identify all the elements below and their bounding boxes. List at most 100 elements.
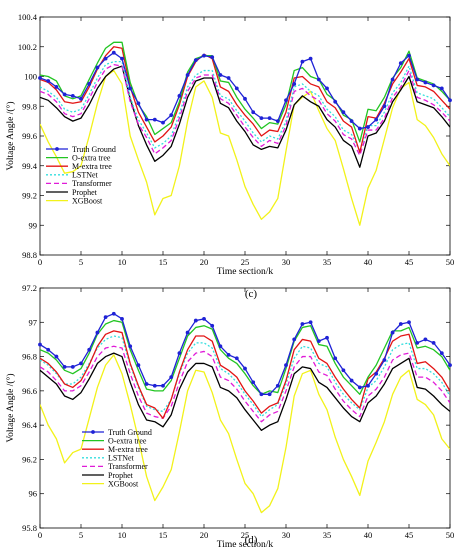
data-point (382, 104, 387, 109)
x-tick-label: 15 (159, 530, 168, 540)
data-point (300, 322, 305, 326)
y-tick-label: 96.6 (22, 386, 37, 396)
series-line-m-extra-tree (40, 46, 450, 154)
data-point (177, 351, 182, 356)
legend-label: M-extra tree (72, 162, 112, 171)
legend-label: Truth Ground (108, 428, 152, 437)
x-tick-label: 0 (38, 257, 42, 267)
x-tick-label: 10 (118, 530, 127, 540)
y-tick-label: 96.8 (22, 352, 37, 362)
x-tick-label: 30 (282, 530, 291, 540)
data-point (382, 358, 387, 362)
data-point (136, 363, 141, 368)
data-point (46, 347, 51, 352)
y-tick-label: 96.4 (22, 420, 38, 430)
data-point (423, 337, 428, 342)
data-point (448, 98, 452, 103)
data-point (341, 368, 346, 373)
data-point (390, 330, 395, 335)
data-point (95, 330, 100, 335)
data-point (415, 340, 420, 345)
series-line-xgboost (40, 354, 450, 514)
x-axis-label: Time section/k (217, 267, 274, 277)
legend-label: XGBoost (72, 196, 103, 205)
y-tick-label: 97.2 (22, 283, 37, 293)
data-point (144, 382, 149, 386)
data-point (177, 93, 182, 98)
series-line-prophet (40, 65, 450, 168)
data-point (366, 125, 370, 129)
x-tick-label: 0 (38, 530, 42, 540)
data-point (308, 56, 313, 61)
data-point (374, 371, 379, 376)
data-point (275, 119, 280, 124)
legend-label: Prophet (108, 471, 134, 480)
y-tick-label: 95.8 (22, 523, 37, 533)
data-point (251, 380, 256, 385)
series-line-lstnet (40, 335, 450, 418)
panel-caption: (d) (245, 534, 258, 546)
data-point (423, 80, 428, 85)
data-point (161, 120, 165, 125)
data-point (243, 96, 247, 101)
data-point (79, 361, 83, 366)
data-point (226, 352, 231, 357)
data-point (341, 110, 346, 115)
data-point (415, 77, 420, 82)
y-tick-label: 99.8 (22, 101, 37, 111)
legend-marker (55, 147, 59, 151)
data-point (366, 383, 370, 388)
data-point (316, 339, 321, 344)
x-tick-label: 30 (282, 257, 291, 267)
data-point (128, 344, 133, 349)
data-point (390, 77, 395, 82)
x-tick-label: 45 (405, 530, 414, 540)
series-line-prophet (40, 352, 450, 431)
data-point (120, 56, 124, 61)
chart-panel-c: 0 5 10 15 20 25 30 35 40 45 50 98.8 99 99.2 99.4 99.6 99… (5, 12, 454, 300)
x-tick-label: 40 (364, 530, 373, 540)
legend-label: Transformer (72, 179, 112, 188)
series-line-m-extra-tree (40, 330, 450, 419)
data-point (234, 356, 239, 361)
x-tick-label: 50 (446, 530, 455, 540)
data-point (38, 76, 42, 80)
x-tick-label: 25 (241, 530, 250, 540)
x-tick-label: 20 (200, 257, 209, 267)
data-point (431, 340, 436, 345)
data-point (259, 116, 264, 121)
series-line-o-extra-tree (40, 319, 450, 395)
y-axis-label: Voltage Angle /(°) (5, 373, 16, 442)
data-point (374, 117, 379, 122)
y-tick-label: 96.2 (22, 454, 37, 464)
x-tick-label: 35 (323, 530, 332, 540)
data-point (169, 375, 174, 380)
legend-label: O-extra tree (72, 153, 111, 162)
legend-label: LSTNet (108, 454, 135, 463)
data-point (193, 318, 198, 323)
data-point (439, 351, 444, 356)
data-point (38, 342, 42, 347)
y-tick-label: 99.6 (22, 131, 37, 141)
data-point (54, 85, 59, 89)
data-point (62, 364, 67, 369)
data-point (185, 73, 190, 77)
panel-caption: (c) (245, 288, 258, 300)
legend-label: XGBoost (108, 479, 139, 488)
x-tick-label: 40 (364, 257, 373, 267)
series-line-lstnet (40, 60, 450, 152)
data-point (259, 392, 264, 397)
data-point (292, 82, 297, 86)
y-tick-label: 100 (24, 72, 37, 82)
y-tick-label: 97 (29, 317, 38, 327)
data-point (292, 337, 297, 342)
y-tick-label: 99.2 (22, 191, 37, 201)
data-point (79, 96, 83, 101)
legend-label: M-extra tree (108, 445, 148, 454)
data-point (46, 79, 51, 83)
data-point (439, 86, 444, 91)
data-point (300, 59, 305, 64)
series-line-o-extra-tree (40, 41, 450, 143)
data-point (161, 383, 165, 388)
